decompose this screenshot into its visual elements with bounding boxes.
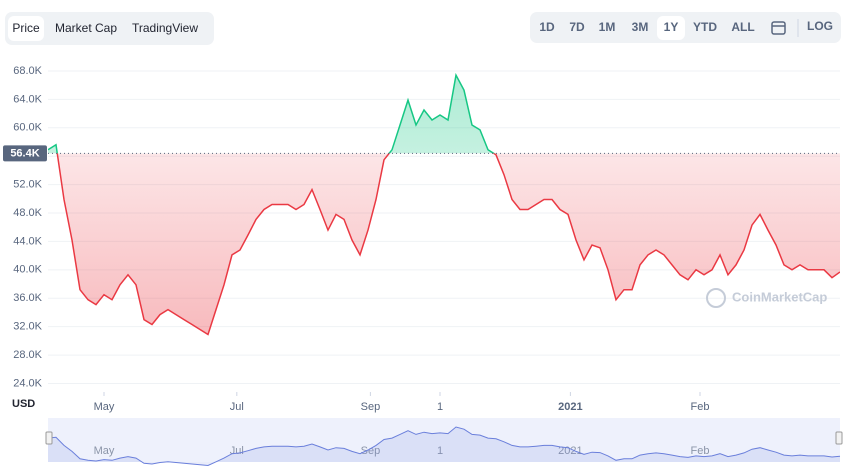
x-tick-label: Feb (691, 401, 710, 413)
navigator-bg (48, 418, 840, 462)
range-group (530, 12, 841, 43)
range-button[interactable]: ALL (731, 20, 754, 34)
tab[interactable]: TradingView (132, 21, 198, 35)
tab-selected-bg (8, 16, 44, 41)
y-tick-label: 32.0K (13, 321, 42, 333)
watermark: CoinMarketCap (732, 289, 827, 304)
navigator-tick-label: 2021 (558, 445, 582, 457)
baseline-label-bg (3, 145, 47, 162)
range-button[interactable]: YTD (693, 20, 717, 34)
navigator-tick-label: Sep (361, 445, 381, 457)
calendar-body (771, 21, 786, 35)
y-tick-label: 64.0K (13, 93, 42, 105)
x-tick-label: 1 (437, 401, 443, 413)
y-tick-label: 44.0K (13, 235, 42, 247)
navigator-tick-label: Feb (691, 445, 710, 457)
area-up (48, 75, 494, 154)
price-line-up (48, 72, 496, 154)
y-tick-label: 60.0K (13, 122, 42, 134)
navigator-handle[interactable] (835, 431, 843, 445)
range-button[interactable]: 1M (599, 20, 616, 34)
area-down (48, 153, 840, 335)
x-tick-label: May (94, 401, 115, 413)
y-tick-label: 28.0K (13, 349, 42, 361)
calendar-icon[interactable] (771, 21, 786, 35)
y-tick-label: 24.0K (13, 377, 42, 389)
log-button[interactable]: LOG (807, 19, 833, 33)
y-tick-label: 52.0K (13, 179, 42, 191)
range-button[interactable]: 3M (632, 20, 649, 34)
y-tick-label: 48.0K (13, 207, 42, 219)
navigator-handle[interactable] (45, 431, 53, 445)
navigator-line (47, 426, 841, 467)
x-tick-label: Jul (230, 401, 244, 413)
x-tick-label: Sep (361, 401, 381, 413)
navigator-tick-label: May (94, 445, 115, 457)
price-line-down (56, 153, 840, 336)
tab[interactable]: Price (12, 21, 40, 35)
y-tick-label: 40.0K (13, 264, 42, 276)
navigator-area (48, 427, 840, 466)
watermark-logo (706, 288, 726, 308)
currency-label: USD (12, 398, 35, 410)
y-tick-label: 68.0K (13, 65, 42, 77)
tab[interactable]: Market Cap (55, 21, 117, 35)
range-selected-bg (657, 16, 685, 40)
baseline-label: 56.4K (10, 147, 39, 159)
y-tick-label: 36.0K (13, 292, 42, 304)
range-button[interactable]: 1D (539, 20, 555, 34)
range-button[interactable]: 1Y (664, 20, 679, 34)
tab-group (5, 12, 214, 45)
navigator-tick-label: 1 (437, 445, 443, 457)
x-tick-label: 2021 (558, 401, 582, 413)
range-button[interactable]: 7D (569, 20, 585, 34)
